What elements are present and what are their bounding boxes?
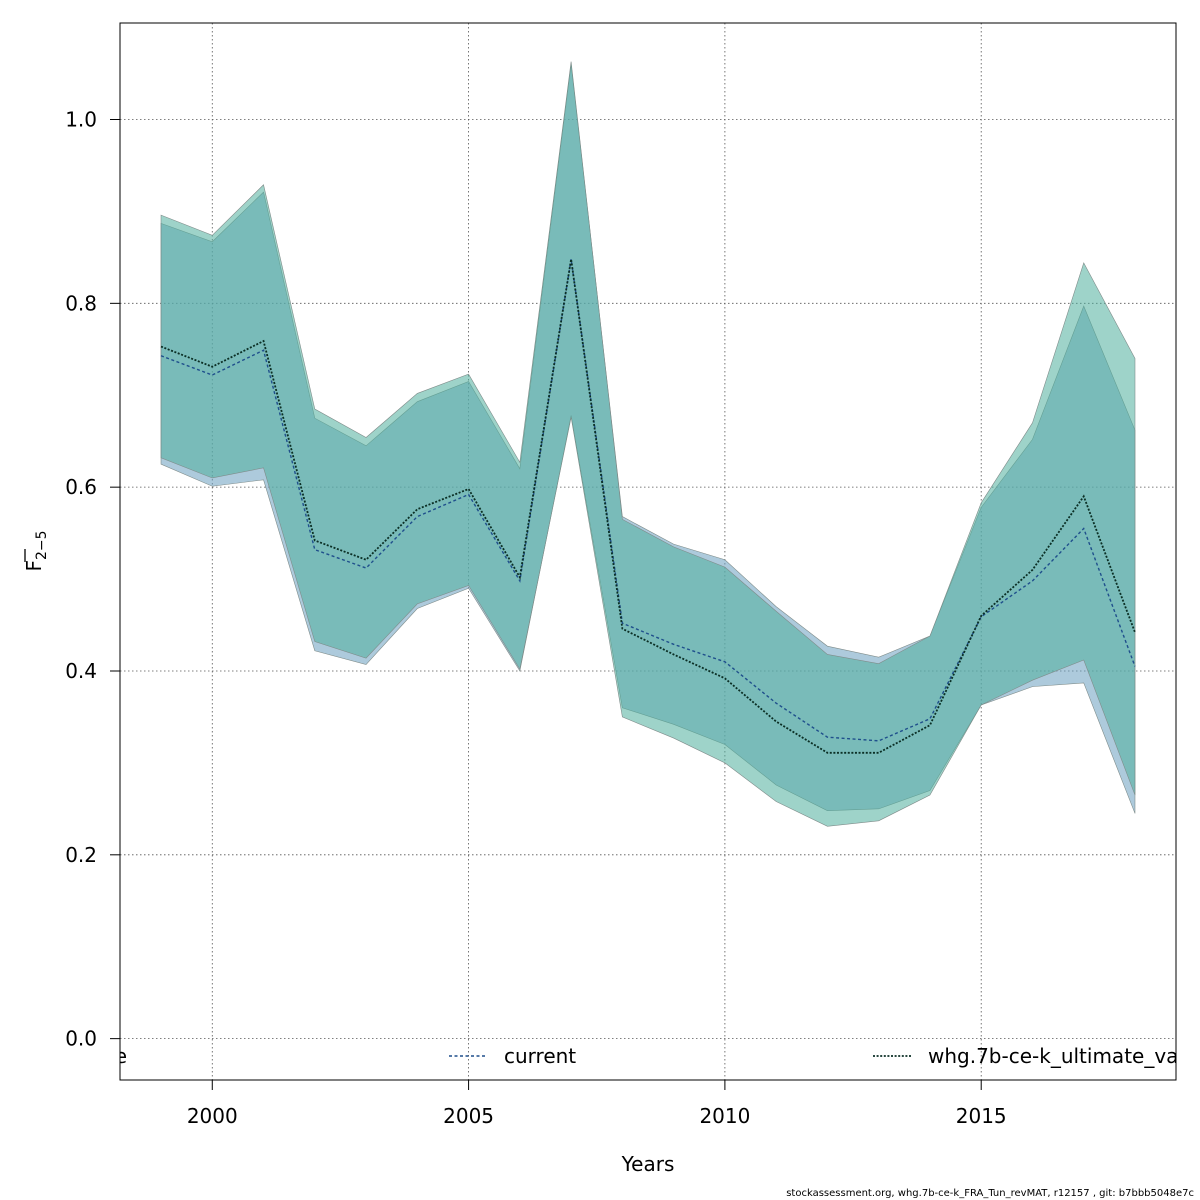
- y-axis: 0.0 0.2 0.4 0.6 0.8 1.0: [65, 108, 120, 1051]
- series-lines: [160, 259, 1136, 754]
- series-line-ultimate: [160, 259, 1136, 754]
- confidence-bands: [160, 61, 1136, 827]
- plot-frame: [119, 22, 1177, 1081]
- y-axis-title-main: F: [22, 560, 46, 572]
- grid: [120, 23, 1176, 1080]
- y-tick-label-0.4: 0.4: [65, 659, 97, 683]
- confidence-band-ultimate: [160, 61, 1136, 827]
- y-axis-title-sub: 2−5: [34, 530, 50, 560]
- x-tick-label-2010: 2010: [699, 1104, 750, 1128]
- y-tick-label-0.0: 0.0: [65, 1027, 97, 1051]
- x-tick-label-2005: 2005: [443, 1104, 494, 1128]
- legend-label-current: current: [504, 1044, 576, 1068]
- x-axis: 2000 2005 2010 2015: [187, 1080, 1007, 1128]
- y-tick-label-1.0: 1.0: [65, 108, 97, 132]
- legend-label-ultimate: whg.7b-ce-k_ultimate_va: [928, 1044, 1178, 1068]
- x-axis-title: Years: [621, 1152, 675, 1176]
- series-line-current: [160, 259, 1136, 742]
- y-tick-label-0.6: 0.6: [65, 475, 97, 499]
- footer-credit: stockassessment.org, whg.7b-ce-k_FRA_Tun…: [786, 1188, 1194, 1199]
- y-tick-label-0.8: 0.8: [65, 291, 97, 315]
- x-tick-label-2015: 2015: [956, 1104, 1007, 1128]
- x-tick-label-2000: 2000: [187, 1104, 238, 1128]
- y-tick-label-0.2: 0.2: [65, 843, 97, 867]
- y-axis-title: F2−5: [22, 530, 50, 571]
- legend-label-e: e: [115, 1044, 127, 1068]
- legend: e current whg.7b-ce-k_ultimate_va: [115, 1044, 1178, 1068]
- svg-text:F2−5: F2−5: [22, 530, 50, 571]
